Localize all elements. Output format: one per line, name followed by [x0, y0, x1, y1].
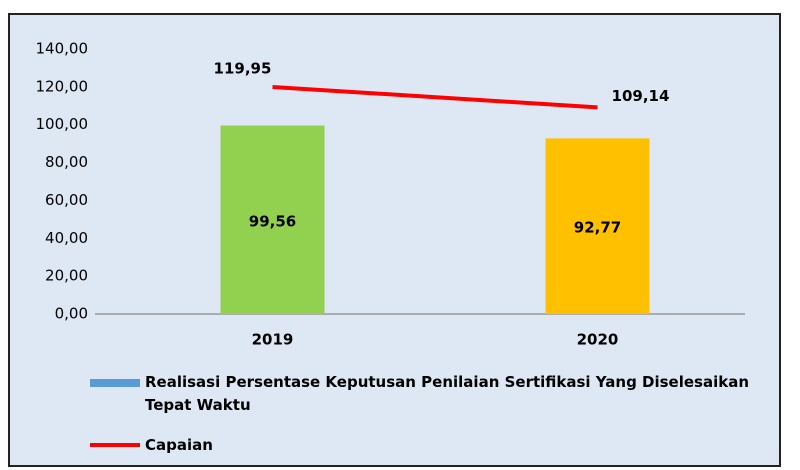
- y-tick-label: 40,00: [45, 229, 88, 247]
- y-tick-label: 60,00: [45, 191, 88, 209]
- line: [272, 84, 598, 110]
- y-tick-label: 100,00: [36, 115, 89, 133]
- data-label: 119,95: [214, 59, 272, 77]
- y-tick-label: 140,00: [36, 40, 89, 58]
- x-tick-label: 2020: [577, 331, 619, 349]
- legend-label: Capaian: [145, 436, 213, 454]
- bar: [545, 138, 650, 314]
- x-tick-label: 2019: [252, 331, 294, 349]
- data-label: 99,56: [249, 212, 296, 230]
- y-tick-label: 0,00: [55, 305, 88, 323]
- y-tick-label: 80,00: [45, 153, 88, 171]
- bar: [220, 125, 325, 314]
- legend-swatch: [90, 379, 140, 387]
- data-label: 109,14: [612, 87, 670, 105]
- y-tick-label: 120,00: [36, 77, 89, 95]
- legend-label: Realisasi Persentase Keputusan Penilaian…: [145, 373, 750, 414]
- chart-frame: [8, 13, 781, 467]
- y-tick-label: 20,00: [45, 267, 88, 285]
- data-label: 92,77: [574, 219, 621, 237]
